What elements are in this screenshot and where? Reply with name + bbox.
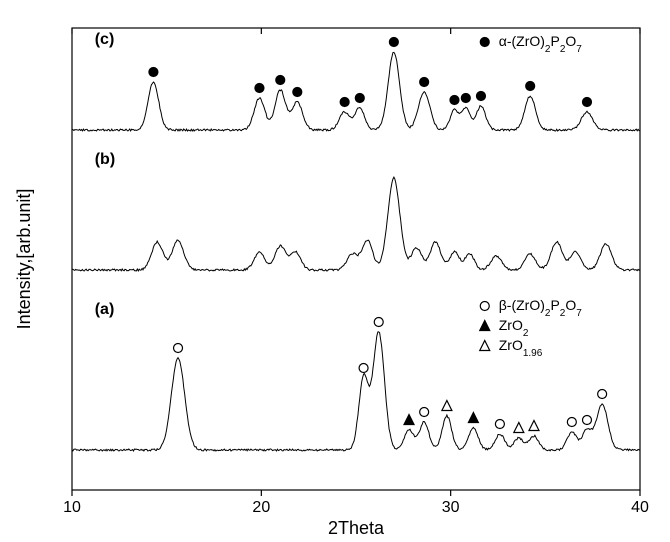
svg-text:2Theta: 2Theta xyxy=(328,518,385,538)
chart-svg: 10 20 30 40 2Theta Intensity,[arb.unit] (c) (b)… xyxy=(0,0,670,542)
svg-text:20: 20 xyxy=(252,499,270,516)
svg-text:(c): (c) xyxy=(95,31,115,48)
svg-text:30: 30 xyxy=(442,499,460,516)
svg-text:(b): (b) xyxy=(95,151,115,168)
svg-text:10: 10 xyxy=(63,499,81,516)
svg-text:(a): (a) xyxy=(95,301,115,318)
xrd-chart: 10 20 30 40 2Theta Intensity,[arb.unit] (c) (b)… xyxy=(0,0,670,542)
svg-text:Intensity,[arb.unit]: Intensity,[arb.unit] xyxy=(14,189,34,330)
svg-text:40: 40 xyxy=(631,499,649,516)
